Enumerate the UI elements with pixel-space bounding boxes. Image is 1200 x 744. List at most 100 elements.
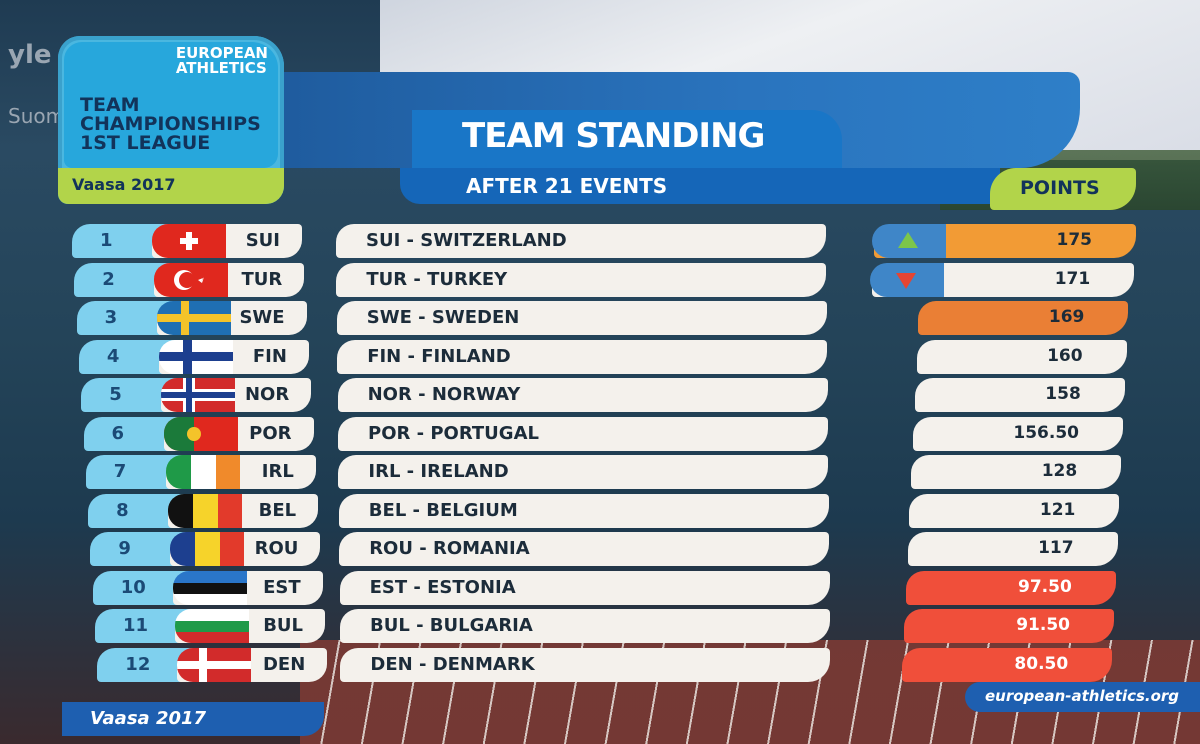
trend-down-icon bbox=[870, 262, 945, 297]
est-flag-icon bbox=[172, 570, 247, 605]
sui-flag-icon bbox=[152, 224, 226, 258]
country-code-cell: NOR bbox=[161, 378, 312, 412]
country-code: FIN bbox=[252, 345, 287, 367]
points-value: 160 bbox=[1047, 345, 1083, 366]
country-code-cell: BUL bbox=[175, 609, 325, 643]
country-code-cell: SUI bbox=[152, 224, 302, 258]
points-value: 156.50 bbox=[1013, 422, 1079, 443]
rank-number: 12 bbox=[125, 653, 151, 675]
rank-number: 10 bbox=[120, 576, 146, 598]
country-name-cell: DEN - DENMARK bbox=[340, 647, 831, 682]
points-cell: 97.50 bbox=[905, 570, 1116, 605]
country-name: POR - PORTUGAL bbox=[368, 422, 539, 444]
rank-number: 6 bbox=[111, 422, 125, 444]
event-logo: EUROPEAN ATHLETICS TEAM CHAMPIONSHIPS 1S… bbox=[58, 36, 284, 204]
rank-number: 11 bbox=[123, 615, 149, 636]
rou-flag-icon bbox=[170, 532, 245, 566]
country-code: ROU bbox=[254, 538, 299, 559]
den-flag-icon bbox=[177, 647, 252, 682]
points-value: 158 bbox=[1045, 384, 1081, 404]
points-header-text: POINTS bbox=[1020, 177, 1100, 199]
por-flag-icon bbox=[163, 416, 238, 451]
event-logo-org: EUROPEAN ATHLETICS bbox=[176, 46, 268, 76]
points-cell: 121 bbox=[909, 493, 1120, 528]
points-cell: 160 bbox=[916, 339, 1127, 374]
country-name-cell: TUR - TURKEY bbox=[336, 262, 827, 297]
points-cell: 128 bbox=[911, 455, 1122, 489]
country-code: SUI bbox=[245, 230, 280, 251]
country-name: SUI - SWITZERLAND bbox=[366, 230, 567, 251]
rank-number: 4 bbox=[106, 345, 120, 367]
rank-number: 8 bbox=[116, 499, 129, 521]
rank-number: 7 bbox=[113, 461, 127, 482]
country-name-cell: ROU - ROMANIA bbox=[339, 532, 830, 566]
country-name: IRL - IRELAND bbox=[368, 461, 509, 482]
org-line-1: EUROPEAN bbox=[175, 44, 268, 62]
rank-number: 3 bbox=[104, 307, 118, 328]
country-name: TUR - TURKEY bbox=[366, 268, 508, 290]
rank-number: 9 bbox=[118, 538, 131, 559]
country-code-cell: DEN bbox=[177, 647, 328, 682]
title-line-3: 1ST LEAGUE bbox=[80, 132, 211, 154]
country-name-cell: EST - ESTONIA bbox=[339, 570, 830, 605]
country-code: SWE bbox=[239, 307, 285, 328]
footer-website: european-athletics.org bbox=[965, 682, 1200, 712]
points-value: 128 bbox=[1041, 461, 1078, 481]
country-code: NOR bbox=[244, 384, 290, 405]
rank-number: 1 bbox=[100, 230, 113, 251]
country-code: TUR bbox=[241, 268, 283, 290]
fin-flag-icon bbox=[158, 339, 233, 374]
country-name-cell: NOR - NORWAY bbox=[337, 378, 828, 412]
broadcaster-logo: yle bbox=[8, 40, 52, 70]
page-subtitle: AFTER 21 EVENTS bbox=[400, 168, 1000, 204]
points-value: 80.50 bbox=[1014, 653, 1069, 674]
nor-flag-icon bbox=[161, 378, 236, 412]
country-code: POR bbox=[249, 422, 292, 444]
points-value: 171 bbox=[1054, 268, 1091, 289]
country-name: ROU - ROMANIA bbox=[369, 538, 530, 559]
country-name: BEL - BELGIUM bbox=[368, 499, 518, 521]
points-column-header: POINTS bbox=[990, 168, 1136, 210]
footer-venue: Vaasa 2017 bbox=[62, 702, 324, 736]
page-subtitle-text: AFTER 21 EVENTS bbox=[466, 174, 668, 198]
country-name: SWE - SWEDEN bbox=[366, 307, 520, 328]
country-code-cell: SWE bbox=[156, 301, 307, 335]
country-name-cell: POR - PORTUGAL bbox=[338, 416, 828, 451]
event-logo-title: TEAM CHAMPIONSHIPS 1ST LEAGUE bbox=[80, 96, 261, 153]
points-value: 117 bbox=[1038, 538, 1074, 558]
country-name-cell: BUL - BULGARIA bbox=[340, 609, 830, 643]
country-code-cell: ROU bbox=[170, 532, 321, 566]
venue-label: Vaasa 2017 bbox=[72, 175, 176, 194]
country-name-cell: SWE - SWEDEN bbox=[336, 301, 827, 335]
footer-website-text: european-athletics.org bbox=[985, 687, 1180, 705]
rank-number: 2 bbox=[102, 268, 115, 290]
country-code-cell: FIN bbox=[158, 339, 309, 374]
points-value: 121 bbox=[1039, 499, 1076, 520]
event-logo-panel bbox=[64, 42, 278, 168]
points-value: 169 bbox=[1048, 307, 1085, 327]
country-name: FIN - FINLAND bbox=[367, 345, 511, 367]
points-value: 97.50 bbox=[1018, 576, 1072, 597]
country-name: NOR - NORWAY bbox=[367, 384, 521, 405]
org-line-2: ATHLETICS bbox=[175, 59, 267, 77]
page-title: TEAM STANDING bbox=[412, 110, 842, 168]
points-cell: 175 bbox=[872, 224, 1136, 258]
country-name-cell: SUI - SWITZERLAND bbox=[336, 224, 826, 258]
points-cell: 91.50 bbox=[904, 609, 1114, 643]
country-name-cell: FIN - FINLAND bbox=[337, 339, 828, 374]
trend-up-icon bbox=[872, 224, 946, 258]
country-code: BEL bbox=[258, 499, 297, 521]
points-cell: 169 bbox=[918, 301, 1129, 335]
country-name-cell: BEL - BELGIUM bbox=[338, 493, 829, 528]
points-value: 175 bbox=[1056, 230, 1093, 250]
country-code-cell: TUR bbox=[154, 262, 305, 297]
bul-flag-icon bbox=[175, 609, 249, 643]
swe-flag-icon bbox=[156, 301, 231, 335]
country-code: BUL bbox=[263, 615, 303, 636]
title-line-2: CHAMPIONSHIPS bbox=[80, 113, 261, 135]
title-line-1: TEAM bbox=[80, 94, 140, 116]
country-code: IRL bbox=[261, 461, 294, 482]
points-cell: 80.50 bbox=[902, 647, 1113, 682]
irl-flag-icon bbox=[165, 455, 240, 489]
country-name-cell: IRL - IRELAND bbox=[338, 455, 829, 489]
